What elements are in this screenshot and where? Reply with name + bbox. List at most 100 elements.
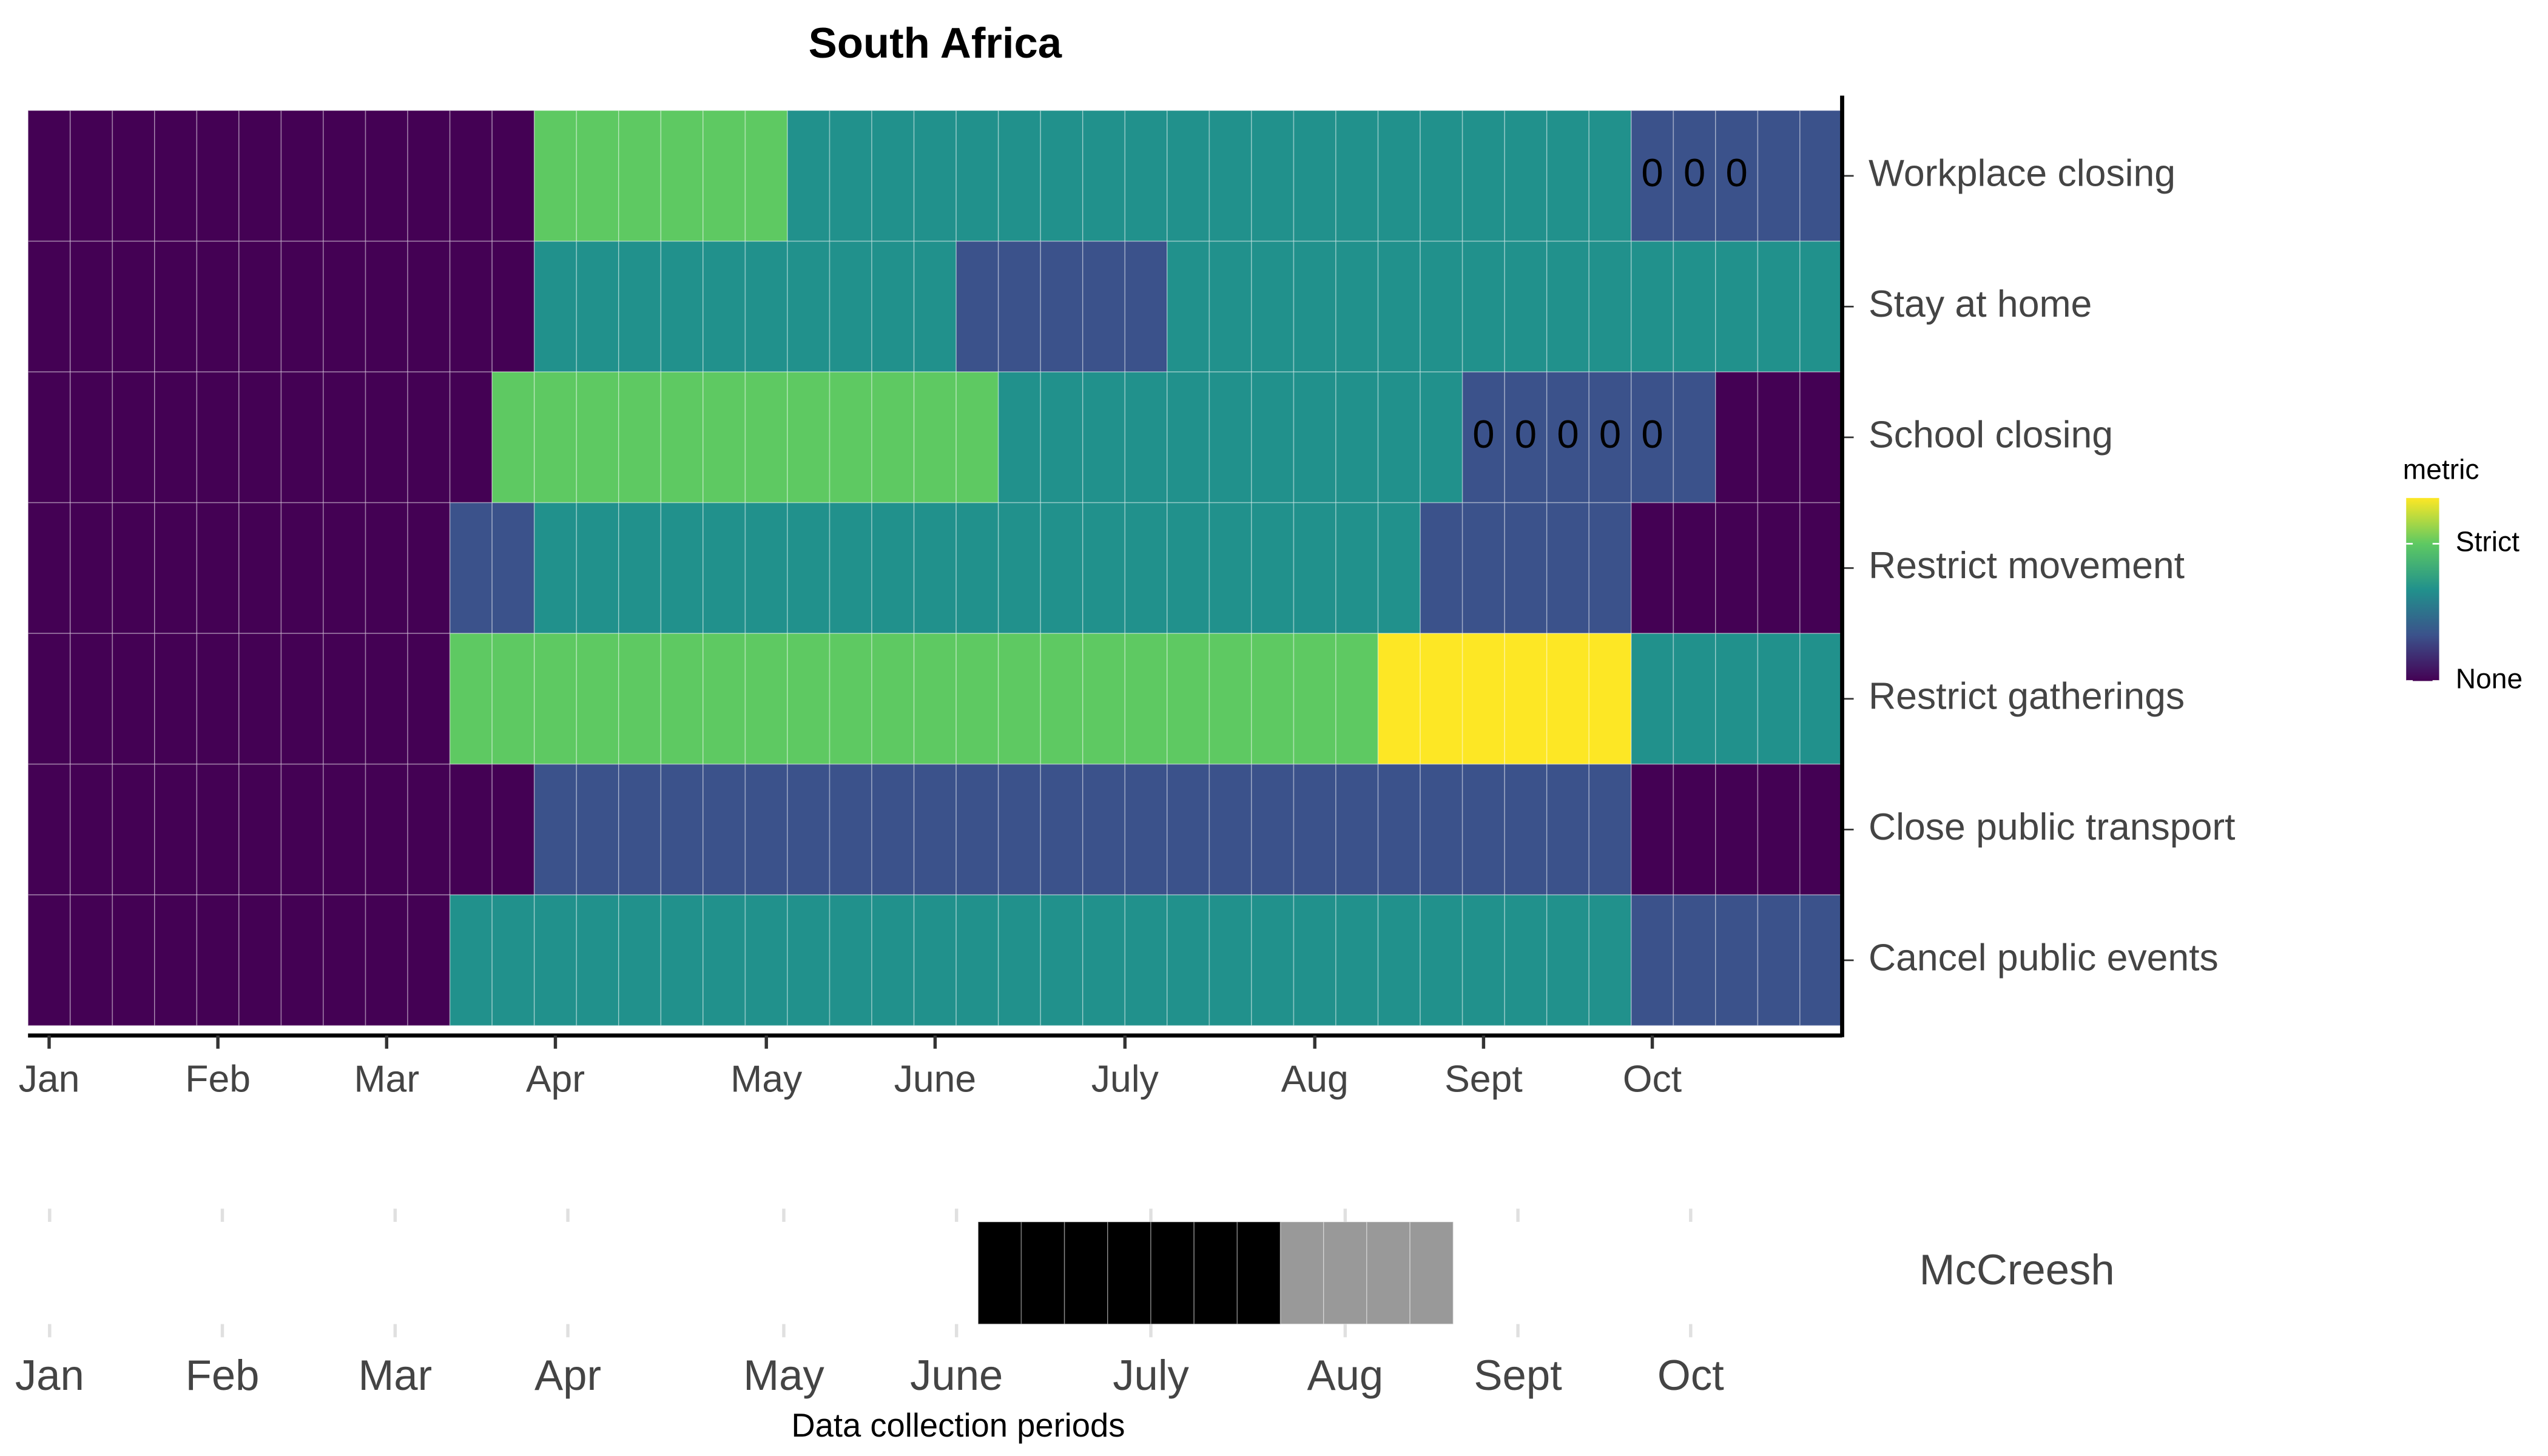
heat-cell: [956, 240, 999, 372]
heat-cell: [1167, 502, 1210, 634]
heat-cell: [1420, 894, 1463, 1026]
heat-cell: [69, 110, 113, 242]
heat-cell: [1630, 894, 1674, 1026]
heat-cell: [1588, 240, 1632, 372]
heat-cell: [1799, 502, 1843, 634]
heat-cell: [1335, 240, 1379, 372]
heat-cell: [196, 763, 240, 895]
x-tick-label: June: [910, 1351, 1003, 1399]
heat-cell: [1082, 371, 1126, 504]
heat-cell: [787, 110, 831, 242]
heat-cell: [69, 240, 113, 372]
row-label: McCreesh: [1919, 1245, 2115, 1293]
heat-cell: [1040, 240, 1084, 372]
x-tick-label: Mar: [358, 1351, 432, 1399]
heat-cell: [365, 240, 408, 372]
heat-cell: [956, 894, 999, 1026]
heat-cell: [1420, 240, 1463, 372]
x-tick-label: Aug: [1307, 1351, 1384, 1399]
heat-cell: [744, 371, 788, 504]
heat-cell: [1420, 371, 1463, 504]
heat-cell: [1546, 633, 1590, 765]
heat-cell: [956, 371, 999, 504]
heat-cell: [1208, 894, 1252, 1026]
heat-cell: [533, 763, 578, 895]
heat-cell: [1757, 240, 1801, 372]
heat-cell: [365, 763, 408, 895]
heat-cell: [1461, 633, 1505, 765]
heat-cell: [1167, 633, 1210, 765]
heat-cell: [1377, 633, 1421, 765]
heat-cell: [196, 894, 240, 1026]
x-tick-label: Sept: [1474, 1351, 1562, 1399]
chart-title: South Africa: [809, 19, 1062, 67]
heat-cell: [787, 633, 831, 765]
heat-cell: [1293, 371, 1336, 504]
heat-cell: [1673, 371, 1716, 504]
heat-cell: [280, 502, 324, 634]
heat-cell: [491, 894, 535, 1026]
heat-cell: [1799, 371, 1843, 504]
heat-cell: [1715, 502, 1759, 634]
heat-cell: [1167, 371, 1210, 504]
heat-cell: [1715, 240, 1759, 372]
heat-cell: [1673, 633, 1716, 765]
heat-cell: [238, 502, 282, 634]
y-tick-label: Stay at home: [1869, 283, 2092, 325]
heat-cell: [997, 110, 1042, 242]
heat-cell: [703, 763, 746, 895]
y-tick-label: Restrict gatherings: [1869, 675, 2185, 717]
heat-cell: [703, 633, 746, 765]
heat-cell: [829, 110, 872, 242]
heat-cell: [1167, 894, 1210, 1026]
heat-cell: [533, 110, 578, 242]
heat-cell: [1335, 763, 1379, 895]
heat-cell: [1799, 110, 1843, 242]
heat-cell: [491, 240, 535, 372]
heat-cell: [533, 894, 578, 1026]
heat-cell: [154, 763, 198, 895]
period-cell: [1107, 1221, 1151, 1325]
heat-cell: [703, 240, 746, 372]
period-cell: [1063, 1221, 1108, 1325]
cell-annotation: 0: [1726, 150, 1748, 195]
heat-cell: [1504, 110, 1548, 242]
x-tick-label: July: [1091, 1058, 1159, 1100]
heat-cell: [829, 371, 872, 504]
x-tick-label: Apr: [526, 1058, 585, 1100]
heat-cell: [1630, 763, 1674, 895]
heat-cell: [1546, 240, 1590, 372]
heat-cell: [112, 763, 155, 895]
y-tick-label: School closing: [1869, 413, 2113, 456]
heat-cell: [660, 633, 704, 765]
period-cell: [1236, 1221, 1281, 1325]
heat-cell: [27, 110, 71, 242]
heat-cell: [449, 502, 493, 634]
heat-cell: [618, 894, 662, 1026]
heat-cell: [1040, 763, 1084, 895]
heat-cell: [1124, 502, 1168, 634]
heat-cell: [1040, 633, 1084, 765]
heat-cell: [238, 894, 282, 1026]
heat-cell: [1040, 371, 1084, 504]
heat-cell: [1630, 502, 1674, 634]
x-tick-label: Oct: [1623, 1058, 1682, 1100]
heat-cell: [871, 240, 915, 372]
heat-cell: [533, 633, 578, 765]
x-tick-label: July: [1113, 1351, 1189, 1399]
heat-cell: [913, 110, 957, 242]
heat-cell: [1335, 502, 1379, 634]
heat-cell: [1377, 894, 1421, 1026]
heat-cell: [449, 240, 493, 372]
heat-cell: [1588, 894, 1632, 1026]
heat-cell: [1504, 894, 1548, 1026]
heat-cell: [1757, 763, 1801, 895]
heat-cell: [112, 894, 155, 1026]
heat-cell: [576, 502, 619, 634]
heat-cell: [913, 240, 957, 372]
heat-cell: [576, 110, 619, 242]
heat-cell: [1673, 763, 1716, 895]
heat-cell: [449, 371, 493, 504]
x-tick-label: May: [743, 1351, 824, 1399]
heat-cell: [1757, 110, 1801, 242]
